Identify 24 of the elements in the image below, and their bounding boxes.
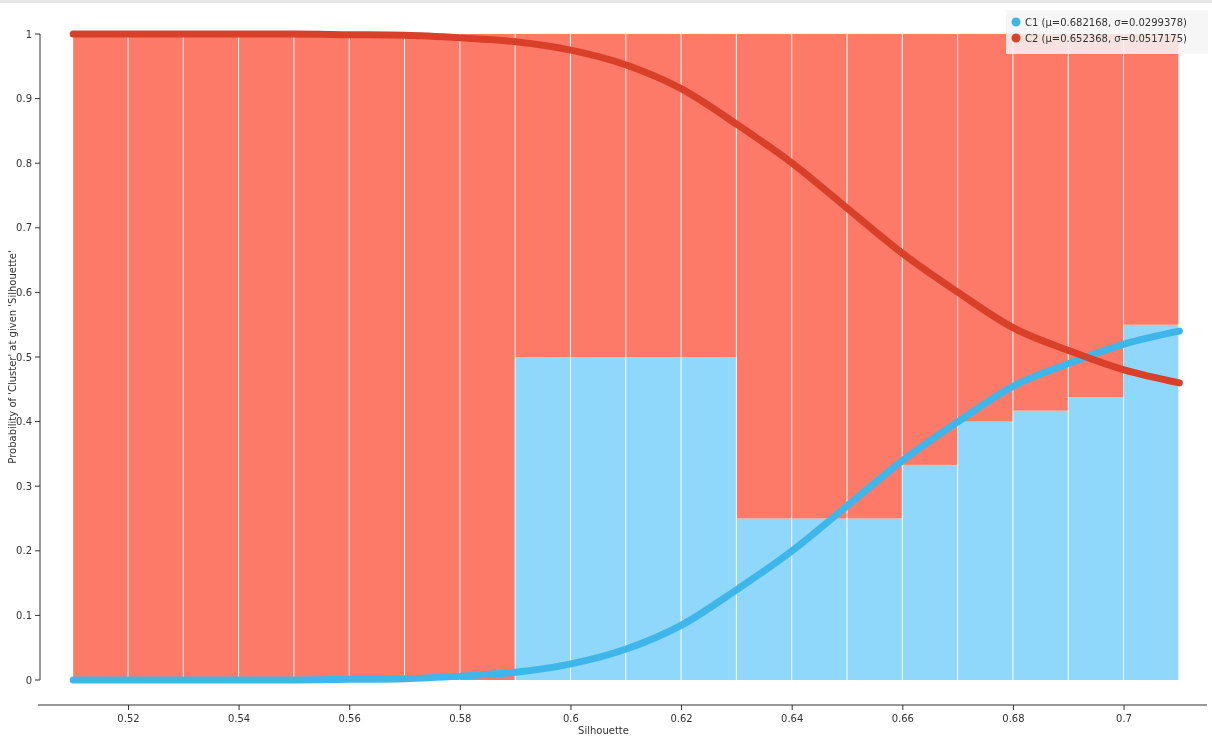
x-tick-label: 0.62 xyxy=(670,713,693,724)
x-tick-label: 0.58 xyxy=(449,713,472,724)
x-tick-label: 0.54 xyxy=(227,713,251,724)
legend-label: C1 (μ=0.682168, σ=0.0299378) xyxy=(1025,16,1188,28)
y-tick-label: 0.9 xyxy=(16,93,32,105)
y-tick-label: 0.1 xyxy=(16,609,32,621)
y-tick-label: 0.3 xyxy=(16,480,32,492)
y-tick-label: 0.5 xyxy=(16,351,32,363)
y-tick-label: 0.4 xyxy=(16,416,32,428)
x-tick-label: 0.64 xyxy=(781,713,804,724)
x-axis-title: Silhouette xyxy=(578,725,629,736)
x-tick-label: 0.68 xyxy=(1002,713,1025,724)
y-tick-label: 0.6 xyxy=(16,286,32,298)
x-tick-label: 0.7 xyxy=(1116,713,1132,724)
x-tick-label: 0.56 xyxy=(338,713,361,724)
y-tick-label: 1 xyxy=(25,28,32,40)
x-tick-label: 0.52 xyxy=(117,713,140,724)
legend-label: C2 (μ=0.652368, σ=0.0517175) xyxy=(1025,32,1188,44)
x-tick-label: 0.66 xyxy=(891,713,914,724)
y-tick-label: 0.2 xyxy=(16,545,32,557)
y-tick-label: 0.8 xyxy=(16,157,32,169)
x-tick-label: 0.6 xyxy=(563,713,579,724)
y-tick-label: 0 xyxy=(25,674,32,686)
y-tick-label: 0.7 xyxy=(16,222,32,234)
